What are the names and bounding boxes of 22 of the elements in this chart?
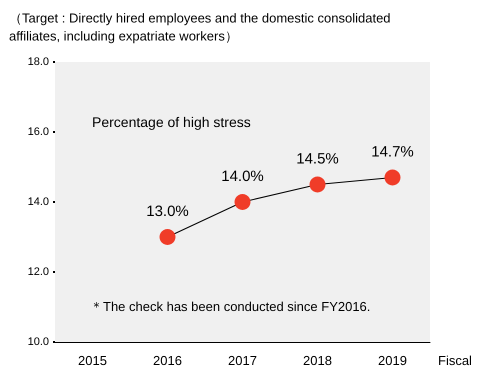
x-tick-label: 2016 bbox=[153, 353, 182, 368]
point bbox=[234, 194, 250, 210]
y-tick-label: 14.0 bbox=[28, 196, 49, 208]
y-tick-label: 12.0 bbox=[28, 266, 49, 278]
data-label: 14.7% bbox=[371, 144, 414, 160]
x-tick-label: 2019 bbox=[378, 353, 407, 368]
y-tick-label: 10.0 bbox=[28, 336, 49, 348]
x-axis-title: Fiscal bbox=[438, 353, 472, 368]
y-tick-label: 18.0 bbox=[28, 56, 49, 68]
annotation: ＊The check has been conducted since FY2016. bbox=[90, 299, 370, 314]
y-tick-label: 16.0 bbox=[28, 126, 49, 138]
chart-title: （Target : Directly hired employees and the domestic consolidated affiliates, including expatriate workers） bbox=[9, 10, 394, 44]
point bbox=[310, 176, 326, 192]
data-label: 14.5% bbox=[296, 150, 339, 168]
x-tick-label: 2017 bbox=[228, 353, 257, 368]
data-label: 14.0% bbox=[221, 168, 264, 185]
point bbox=[384, 170, 400, 186]
text: Percentage of high stress bbox=[92, 114, 251, 130]
x-tick-label: 2015 bbox=[78, 353, 107, 368]
point bbox=[160, 229, 176, 245]
x-tick-label: 2018 bbox=[303, 353, 332, 368]
data-label: 13.0% bbox=[146, 203, 189, 220]
